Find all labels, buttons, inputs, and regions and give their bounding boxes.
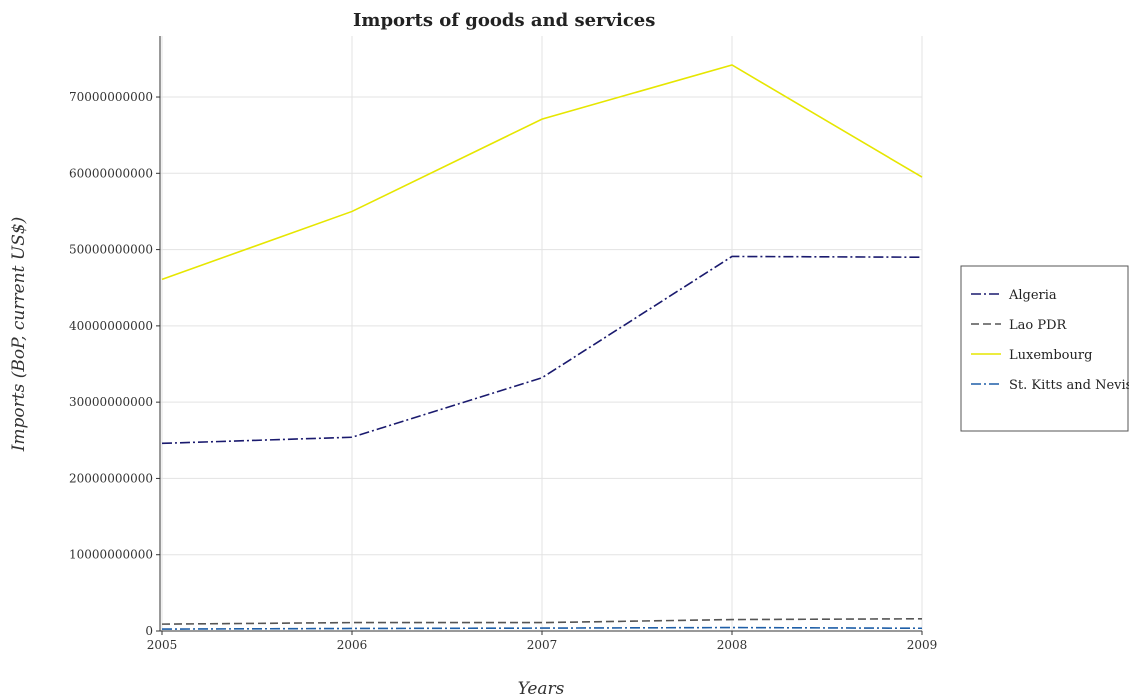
plot-frame <box>159 36 922 632</box>
y-tick-label: 40000000000 <box>69 319 153 333</box>
y-axis-title: Imports (BoP, current US$) <box>9 217 29 453</box>
x-tick-label: 2005 <box>147 638 178 652</box>
x-tick-label: 2009 <box>907 638 938 652</box>
legend: Algeria Lao PDR Luxembourg St. Kitts and Ne… <box>960 265 1129 432</box>
x-tick-label: 2007 <box>527 638 558 652</box>
y-tick-label: 30000000000 <box>69 395 153 409</box>
legend-box <box>960 265 1129 432</box>
x-tick-label: 2008 <box>717 638 748 652</box>
series-line-lao-pdr <box>161 617 923 625</box>
series-line-luxembourg <box>161 64 923 281</box>
y-tick-label: 60000000000 <box>69 166 153 180</box>
y-tick-label: 20000000000 <box>69 471 153 485</box>
grid <box>160 36 923 632</box>
x-tick-label: 2006 <box>337 638 368 652</box>
y-tick-label: 10000000000 <box>69 548 153 562</box>
legend-label: Lao PDR <box>1009 318 1068 333</box>
series-line-algeria <box>161 255 923 445</box>
legend-label: Algeria <box>1008 288 1057 303</box>
y-tick-label: 70000000000 <box>69 90 153 104</box>
legend-label: Luxembourg <box>1009 348 1092 363</box>
y-tick-label: 50000000000 <box>69 243 153 257</box>
legend-label: St. Kitts and Nevis <box>1009 378 1129 393</box>
chart-title: Imports of goods and services <box>353 10 655 31</box>
series-lines <box>161 64 923 630</box>
series-line-st-kitts-and-nevis <box>161 626 923 630</box>
x-axis-title: Years <box>518 679 565 699</box>
y-tick-label: 0 <box>145 624 153 638</box>
y-axis-ticks: 0 10000000000 20000000000 30000000000 400000… <box>69 90 160 638</box>
x-axis-ticks: 2005 2006 2007 2008 2009 <box>147 631 938 652</box>
